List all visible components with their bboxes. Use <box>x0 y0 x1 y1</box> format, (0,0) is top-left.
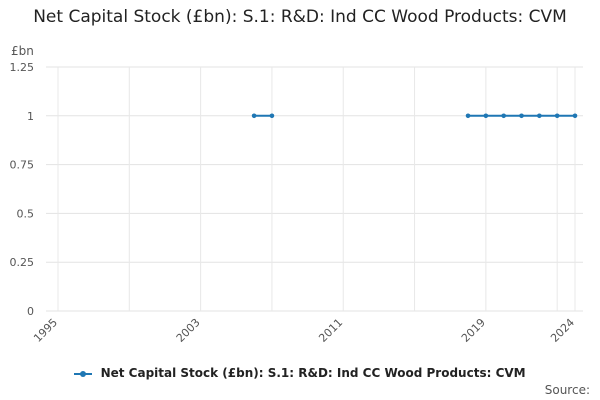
chart-title: Net Capital Stock (£bn): S.1: R&D: Ind C… <box>33 7 567 27</box>
data-point <box>501 113 506 119</box>
data-point <box>465 113 471 119</box>
y-tick-label: 0.75 <box>10 159 35 172</box>
legend-swatch-icon <box>74 370 93 377</box>
data-point <box>483 113 489 119</box>
y-tick-label: 0 <box>27 305 34 318</box>
x-tick-label: 2011 <box>316 316 345 345</box>
x-tick-label: 2003 <box>174 316 203 345</box>
chart-legend[interactable]: Net Capital Stock (£bn): S.1: R&D: Ind C… <box>0 366 600 380</box>
data-point <box>269 113 275 119</box>
data-point <box>519 113 524 119</box>
data-point <box>537 113 542 119</box>
data-point <box>572 113 578 119</box>
data-point <box>251 113 257 119</box>
data-point <box>554 113 560 119</box>
y-tick-label: 0.5 <box>17 207 35 220</box>
source-label: Source: <box>544 383 590 397</box>
y-tick-label: 0.25 <box>10 256 35 269</box>
legend-label: Net Capital Stock (£bn): S.1: R&D: Ind C… <box>100 366 526 380</box>
y-tick-label: 1.25 <box>10 61 35 74</box>
x-tick-label: 1995 <box>31 316 60 345</box>
y-axis-unit-label: £bn <box>11 44 34 58</box>
x-tick-label: 2024 <box>548 316 577 345</box>
y-tick-label: 1 <box>27 110 34 123</box>
x-tick-label: 2019 <box>459 316 488 345</box>
